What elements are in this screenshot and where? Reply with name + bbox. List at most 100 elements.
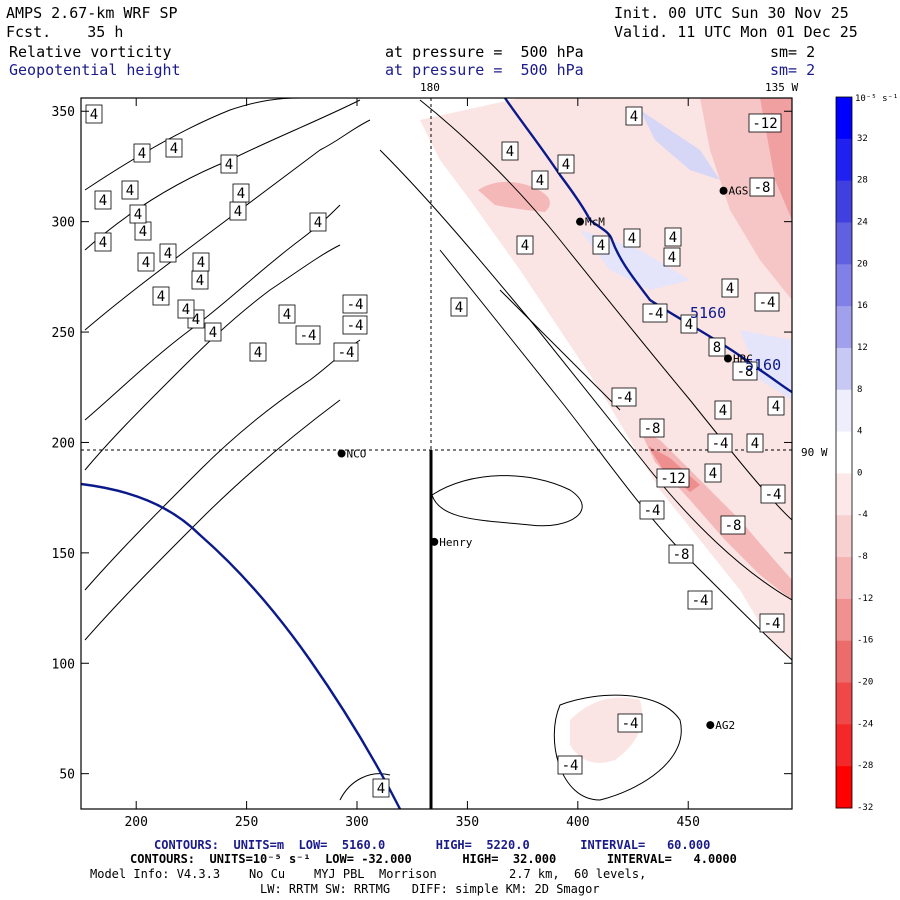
vorticity-label-box	[760, 484, 786, 504]
height-contour-label: 5160	[745, 356, 781, 374]
vorticity-label: 4	[94, 190, 112, 210]
vorticity-label-text: 4	[668, 250, 676, 266]
station-label: Henry	[439, 536, 472, 549]
colorbar-tick-label: 0	[857, 468, 862, 478]
colorbar-tick-label: -20	[857, 678, 873, 688]
y-tick-label: 150	[52, 547, 75, 562]
vorticity-label-text: 4	[751, 436, 759, 452]
x-tick-label: 300	[345, 815, 368, 830]
vorticity-label-box	[623, 228, 641, 248]
vorticity-label: -4	[295, 325, 321, 345]
vorticity-label: 4	[664, 227, 682, 247]
footer-vort-contours: CONTOURS: UNITS=10⁻⁵ s⁻¹ LOW= -32.000 HI…	[130, 852, 737, 866]
vorticity-label-text: 4	[254, 345, 262, 361]
vorticity-label: 4	[450, 297, 468, 317]
colorbar-swatch	[836, 389, 852, 433]
colorbar-swatch	[836, 431, 852, 474]
station-marker	[430, 537, 439, 546]
vorticity-label: -4	[611, 387, 637, 407]
colorbar-tick-label: 24	[857, 217, 868, 227]
vorticity-label: 4	[133, 143, 151, 163]
vorticity-label-text: 4	[709, 466, 717, 482]
vorticity-label: 4	[165, 138, 183, 158]
colorbar-swatch	[836, 557, 852, 600]
vorticity-label-text: -12	[660, 471, 685, 487]
vorticity-label-box	[133, 143, 151, 163]
vorticity-label-text: 4	[134, 207, 142, 223]
vort-contour	[84, 244, 341, 471]
vorticity-label-box	[721, 278, 739, 298]
y-tick-label: 300	[52, 216, 75, 231]
colorbar-tick-label: -24	[857, 719, 873, 729]
station-marker	[337, 449, 346, 458]
vorticity-label-text: 4	[237, 186, 245, 202]
station-label: AG2	[715, 719, 735, 732]
vorticity-label: 4	[85, 104, 103, 124]
x-tick-label: 200	[124, 815, 147, 830]
vorticity-label: -4	[687, 590, 713, 610]
vorticity-label-text: 4	[182, 302, 190, 318]
footer-model-info: Model Info: V4.3.3 No Cu MYJ PBL Morriso…	[90, 867, 647, 881]
vorticity-label-text: -4	[692, 593, 709, 609]
vorticity-label-box	[611, 387, 637, 407]
vorticity-label: 4	[746, 433, 764, 453]
vorticity-label-text: -4	[759, 295, 776, 311]
colorbar-swatch	[836, 515, 852, 558]
colorbar-swatch	[836, 180, 852, 223]
station-label: NCO	[347, 448, 367, 461]
vorticity-label-box	[642, 303, 668, 323]
y-tick-label: 50	[59, 768, 75, 783]
colorbar-tick-label: 32	[857, 134, 868, 144]
station-marker	[723, 354, 732, 363]
vorticity-label-box	[152, 286, 170, 306]
vorticity-label: -4	[342, 294, 368, 314]
valid-time: Valid. 11 UTC Mon 01 Dec 25	[614, 23, 858, 41]
vorticity-label: -4	[617, 713, 643, 733]
vorticity-label: 4	[159, 243, 177, 263]
vorticity-label: 4	[134, 221, 152, 241]
forecast-hour: Fcst. 35 h	[6, 23, 124, 41]
vorticity-label-box	[746, 433, 764, 453]
vorticity-label-box	[372, 778, 390, 798]
vorticity-label-text: 4	[669, 230, 677, 246]
vorticity-label-text: -4	[347, 297, 364, 313]
colorbar-swatch	[836, 306, 852, 349]
vorticity-label-text: -4	[647, 306, 664, 322]
vorticity-label: 4	[623, 228, 641, 248]
vorticity-label: -4	[754, 292, 780, 312]
smoothing-vorticity: sm= 2	[770, 43, 816, 61]
vorticity-label-text: -4	[765, 487, 782, 503]
vort-contour	[339, 773, 391, 801]
vort-contour	[431, 475, 583, 527]
colorbar-tick-label: 8	[857, 385, 862, 395]
vorticity-label-text: 4	[192, 312, 200, 328]
station-marker	[719, 186, 728, 195]
vorticity-label-text: 4	[726, 281, 734, 297]
vorticity-label: 4	[714, 400, 732, 420]
vorticity-label-text: 4	[99, 193, 107, 209]
station-label: McM	[585, 216, 605, 229]
vorticity-label-box	[592, 235, 610, 255]
vorticity-label: 4	[767, 396, 785, 416]
vorticity-label-box	[342, 315, 368, 335]
station-label: HRC	[733, 353, 753, 366]
vorticity-label: 4	[249, 342, 267, 362]
colorbar-tick-label: -4	[857, 510, 868, 520]
vorticity-label: -4	[557, 755, 583, 775]
vorticity-label: 4	[177, 299, 195, 319]
vorticity-label: 4	[121, 180, 139, 200]
x-tick-label: 250	[235, 815, 258, 830]
vorticity-label: 4	[704, 463, 722, 483]
field-vorticity: Relative vorticity	[9, 43, 172, 61]
vorticity-label: 4	[625, 106, 643, 126]
vorticity-label-text: 4	[562, 157, 570, 173]
vorticity-label-box	[295, 325, 321, 345]
vorticity-label: 4	[501, 141, 519, 161]
colorbar-tick-label: 16	[857, 301, 868, 311]
vorticity-label-box	[625, 106, 643, 126]
vorticity-label-text: 4	[685, 317, 693, 333]
vorticity-label-box	[501, 141, 519, 161]
vorticity-label: 4	[721, 278, 739, 298]
vorticity-label-box	[767, 396, 785, 416]
vort-contour	[499, 289, 621, 411]
